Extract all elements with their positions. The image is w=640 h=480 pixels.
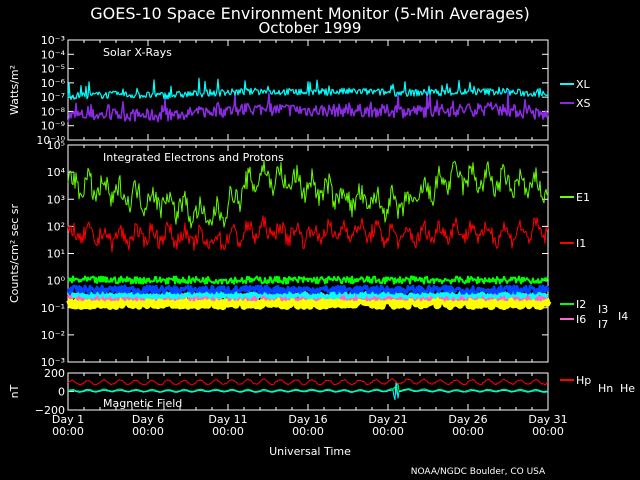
legend-label-he: He xyxy=(620,382,635,395)
series-line-xl xyxy=(67,77,549,101)
y-tick-label: 10⁻⁵ xyxy=(41,63,65,76)
legend-label-hp: Hp xyxy=(576,374,591,387)
series-line-i1 xyxy=(67,215,549,253)
y-tick-label: 10⁻⁷ xyxy=(41,91,65,104)
legend-label-i3: I3 xyxy=(598,303,608,316)
series-line-i3 xyxy=(66,284,550,295)
y-tick-label: 200 xyxy=(44,367,65,380)
chart-title: GOES-10 Space Environment Monitor (5-Min… xyxy=(90,4,529,23)
panel-annotation: Solar X-Rays xyxy=(103,46,172,59)
chart-subtitle: October 1999 xyxy=(259,19,362,37)
x-tick-time-label: 00:00 xyxy=(532,425,564,438)
y-tick-label: 0 xyxy=(58,386,65,399)
y-tick-label: 10⁻⁶ xyxy=(41,77,66,90)
panel-annotation: Magnetic Field xyxy=(103,397,182,410)
y-tick-label: 10⁰ xyxy=(47,275,66,288)
y-axis-label: Counts/cm² sec sr xyxy=(8,203,21,303)
legend-label-i2: I2 xyxy=(576,298,586,311)
x-tick-label: Day 21 xyxy=(368,413,407,426)
legend-label-hn: Hn xyxy=(598,382,613,395)
panel-annotation: Integrated Electrons and Protons xyxy=(103,151,284,164)
legend-label-i6: I6 xyxy=(576,313,586,326)
legend-label-i4: I4 xyxy=(618,310,628,323)
series-line-i2 xyxy=(67,275,549,285)
y-tick-label: 10³ xyxy=(47,193,65,206)
legend-label-i7: I7 xyxy=(598,318,608,331)
panel-magnetic: 200 0 −200 Magnetic Field nT Hp Hn He xyxy=(8,367,635,417)
series-line-e1 xyxy=(67,159,549,229)
y-tick-label: 10⁻¹ xyxy=(41,302,65,315)
y-tick-label: 10⁻⁴ xyxy=(41,48,66,61)
y-tick-label: 10⁴ xyxy=(47,166,66,179)
x-tick-time-label: 00:00 xyxy=(52,425,84,438)
x-tick-time-label: 00:00 xyxy=(372,425,404,438)
panel-xray: 10⁻³10⁻⁴ 10⁻⁵10⁻⁶10⁻⁷10⁻⁸ 10⁻⁹10⁻¹⁰ Solar X… xyxy=(8,34,591,147)
y-tick-label: −200 xyxy=(35,404,65,417)
y-tick-label: 10⁻² xyxy=(41,329,65,342)
panel-particles: 10⁵ 10⁴ 10³ 10² 10¹ 10⁰ 10⁻¹ 10⁻² 10⁻³ Integrated… xyxy=(8,139,628,369)
credit-text: NOAA/NGDC Boulder, CO USA xyxy=(411,467,546,477)
x-tick-label: Day 31 xyxy=(528,413,567,426)
legend-label-e1: E1 xyxy=(576,191,590,204)
series-line-xs xyxy=(67,90,549,123)
x-tick-time-label: 00:00 xyxy=(132,425,164,438)
x-tick-label: Day 16 xyxy=(288,413,327,426)
y-tick-label: 10⁻¹⁰ xyxy=(36,134,65,147)
legend-label-xl: XL xyxy=(576,78,591,91)
y-tick-label: 10¹ xyxy=(47,248,65,261)
x-tick-label: Day 6 xyxy=(132,413,164,426)
series-line-hn xyxy=(67,381,549,401)
y-tick-label: 10⁻⁸ xyxy=(41,105,66,118)
y-tick-label: 10⁵ xyxy=(47,139,65,152)
y-tick-label: 10² xyxy=(47,220,65,233)
y-axis-label: Watts/m² xyxy=(8,65,21,115)
x-tick-time-label: 00:00 xyxy=(212,425,244,438)
x-axis-label: Universal Time xyxy=(269,445,351,458)
x-tick-label: Day 26 xyxy=(448,413,487,426)
x-tick-label: Day 1 xyxy=(52,413,84,426)
x-tick-time-label: 00:00 xyxy=(452,425,484,438)
x-tick-label: Day 11 xyxy=(208,413,247,426)
x-tick-time-label: 00:00 xyxy=(292,425,324,438)
y-tick-label: 10⁻³ xyxy=(41,356,65,369)
series-line-hp xyxy=(67,378,548,386)
y-tick-label: 10⁻³ xyxy=(41,34,65,47)
legend-label-xs: XS xyxy=(576,97,591,110)
legend-label-i1: I1 xyxy=(576,237,586,250)
y-axis-label: nT xyxy=(8,384,21,398)
y-tick-label: 10⁻⁹ xyxy=(41,120,65,133)
series-line-he xyxy=(68,382,549,395)
